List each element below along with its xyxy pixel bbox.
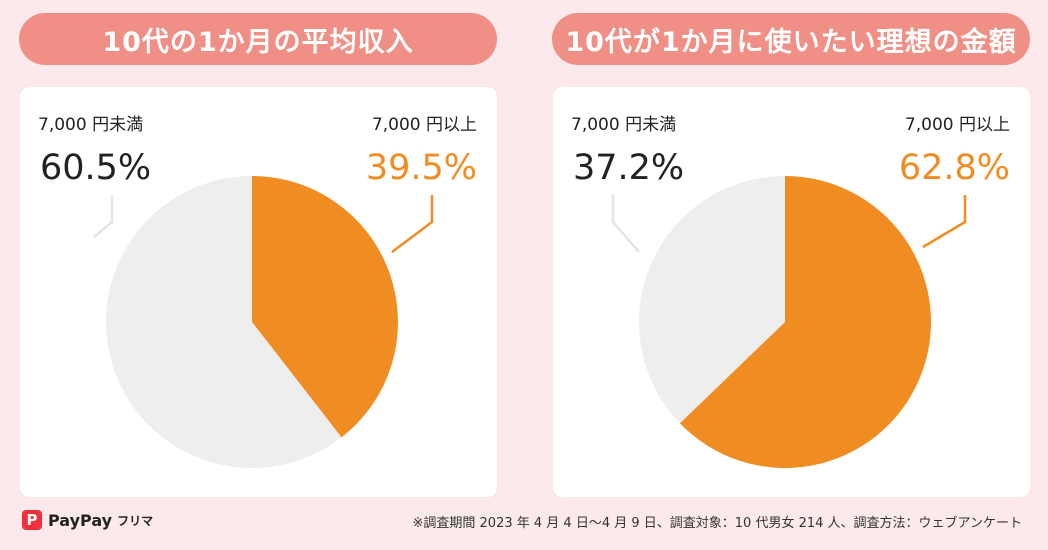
pie-card-ideal: 7,000 円未満 37.2% 7,000 円以上 62.8% bbox=[553, 87, 1030, 497]
value-label-under: 37.2% bbox=[573, 148, 684, 188]
pie-chart-ideal: 7,000 円未満 37.2% 7,000 円以上 62.8% bbox=[571, 115, 1010, 468]
value-label-over: 39.5% bbox=[366, 148, 477, 188]
pie-card-income: 7,000 円未満 60.5% 7,000 円以上 39.5% bbox=[20, 87, 497, 497]
pie-slice-over-7000 bbox=[679, 176, 931, 468]
leader-line-over bbox=[922, 195, 967, 249]
paypay-logo-icon: P bbox=[22, 510, 42, 530]
logo-text: PayPay bbox=[48, 510, 113, 530]
category-label-under: 7,000 円未満 bbox=[38, 115, 143, 135]
chart-title-income: 10代の1か月の平均収入 bbox=[19, 13, 497, 65]
pie-slice-over-7000 bbox=[252, 176, 398, 438]
logo-subtext: フリマ bbox=[117, 513, 154, 528]
leader-line-over bbox=[391, 195, 434, 253]
value-label-over: 62.8% bbox=[899, 148, 1010, 188]
leader-line-under bbox=[93, 195, 114, 238]
pie-slice-under-7000 bbox=[105, 176, 342, 469]
paypay-furima-logo: P PayPay フリマ bbox=[22, 510, 153, 530]
pie-slice-under-7000 bbox=[638, 176, 785, 424]
value-label-under: 60.5% bbox=[40, 148, 151, 188]
category-label-over: 7,000 円以上 bbox=[905, 115, 1010, 135]
chart-title-ideal: 10代が1か月に使いたい理想の金額 bbox=[552, 13, 1030, 65]
leader-line-under bbox=[611, 195, 640, 253]
pie-chart-income: 7,000 円未満 60.5% 7,000 円以上 39.5% bbox=[38, 115, 477, 469]
category-label-over: 7,000 円以上 bbox=[372, 115, 477, 135]
survey-footnote: ※調査期間 2023 年 4 月 4 日〜4 月 9 日、調査対象：10 代男女… bbox=[412, 516, 1022, 531]
category-label-under: 7,000 円未満 bbox=[571, 115, 676, 135]
